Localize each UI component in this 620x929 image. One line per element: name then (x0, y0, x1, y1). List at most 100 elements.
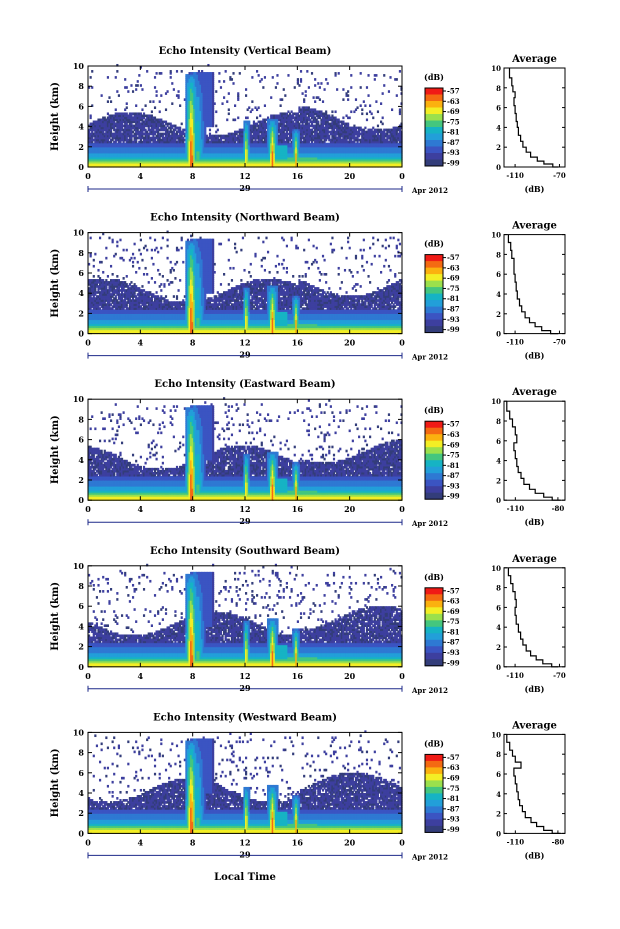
heatmap-cell (161, 128, 164, 132)
heatmap-cell (201, 108, 204, 112)
heatmap-cell (202, 162, 205, 166)
heatmap-cell (194, 86, 197, 89)
heatmap-cell (237, 154, 240, 158)
heatmap-cell (201, 144, 204, 148)
heatmap-cell (133, 116, 136, 120)
heatmap-cell (191, 76, 194, 79)
heatmap-cell (131, 134, 135, 138)
heatmap-cell (117, 154, 120, 158)
heatmap-cell (122, 136, 125, 140)
heatmap-cell (312, 160, 315, 164)
heatmap-cell (259, 152, 262, 156)
heatmap-cell (277, 164, 281, 168)
heatmap-cell (106, 116, 110, 120)
heatmap-cell (208, 156, 212, 160)
heatmap-cell (108, 126, 111, 130)
heatmap-cell (94, 120, 97, 124)
heatmap-cell (177, 90, 180, 93)
heatmap-cell (116, 152, 119, 156)
heatmap-cell (188, 136, 191, 140)
heatmap-cell (186, 138, 190, 142)
heatmap-cell (146, 116, 149, 120)
heatmap-cell (108, 156, 111, 160)
heatmap-cell (109, 164, 113, 168)
heatmap-cell (218, 146, 221, 150)
heatmap-cell (296, 140, 299, 144)
heatmap-cell (102, 118, 105, 122)
heatmap-cell (201, 94, 204, 97)
heatmap-cell (119, 128, 122, 132)
heatmap-cell (202, 84, 205, 87)
heatmap-cell (287, 164, 290, 168)
heatmap-cell (229, 132, 232, 136)
heatmap-cell (179, 138, 182, 142)
heatmap-cell (282, 162, 285, 166)
heatmap-cell (208, 150, 212, 154)
heatmap-cell (144, 140, 147, 144)
heatmap-cell (163, 152, 166, 156)
heatmap-cell (191, 108, 194, 112)
heatmap-cell (292, 126, 295, 130)
heatmap-cell (204, 124, 207, 128)
heatmap-cell (125, 154, 128, 158)
heatmap-cell (310, 122, 314, 126)
heatmap-cell (260, 130, 263, 134)
heatmap-cell (175, 148, 179, 152)
heatmap-cell (232, 142, 235, 146)
heatmap-cell (180, 140, 183, 144)
heatmap-cell (186, 98, 190, 101)
heatmap-cell (138, 116, 141, 120)
heatmap-cell (100, 144, 103, 148)
heatmap-cell (202, 152, 205, 156)
heatmap-cell (144, 132, 147, 136)
heatmap-cell (271, 144, 274, 148)
heatmap-cell (182, 144, 185, 148)
heatmap-cell (193, 122, 196, 126)
heatmap-cell (296, 142, 299, 146)
heatmap-cell (180, 134, 183, 138)
heatmap-cell (103, 164, 106, 168)
heatmap-cell (245, 122, 248, 126)
heatmap-cell (193, 118, 196, 122)
heatmap-cell (194, 114, 197, 118)
heatmap-cell (273, 138, 276, 142)
heatmap-cell (350, 86, 353, 89)
heatmap-cell (185, 112, 188, 116)
heatmap-cell (268, 136, 271, 140)
heatmap-cell (310, 110, 314, 114)
heatmap-cell (171, 160, 174, 164)
heatmap-cell (257, 142, 260, 146)
heatmap-cell (251, 144, 254, 148)
heatmap-cell (168, 152, 171, 156)
heatmap-cell (295, 114, 298, 118)
heatmap-cell (111, 160, 114, 164)
heatmap-cell (304, 120, 307, 124)
heatmap-cell (122, 124, 125, 128)
heatmap-cell (310, 162, 314, 166)
heatmap-cell (98, 162, 102, 166)
heatmap-cell (166, 140, 169, 144)
heatmap-cell (153, 150, 157, 154)
heatmap-cell (318, 154, 321, 158)
heatmap-cell (153, 162, 157, 166)
heatmap-cell (281, 128, 284, 132)
heatmap-cell (152, 124, 155, 128)
heatmap-cell (185, 96, 188, 99)
heatmap-cell (196, 162, 199, 166)
heatmap-cell (204, 138, 207, 142)
heatmap-cell (299, 134, 303, 138)
heatmap-cell (290, 164, 293, 168)
heatmap-cell (293, 134, 296, 138)
heatmap-cell (175, 134, 179, 138)
heatmap-cell (312, 162, 315, 166)
heatmap-cell (276, 154, 279, 158)
heatmap-cell (124, 114, 127, 118)
heatmap-cell (201, 150, 204, 154)
heatmap-cell (254, 106, 257, 110)
heatmap-cell (127, 162, 130, 166)
heatmap-cell (160, 142, 163, 146)
heatmap-cell (255, 154, 259, 158)
heatmap-cell (230, 144, 234, 148)
heatmap-cell (240, 138, 243, 142)
heatmap-cell (281, 146, 284, 150)
